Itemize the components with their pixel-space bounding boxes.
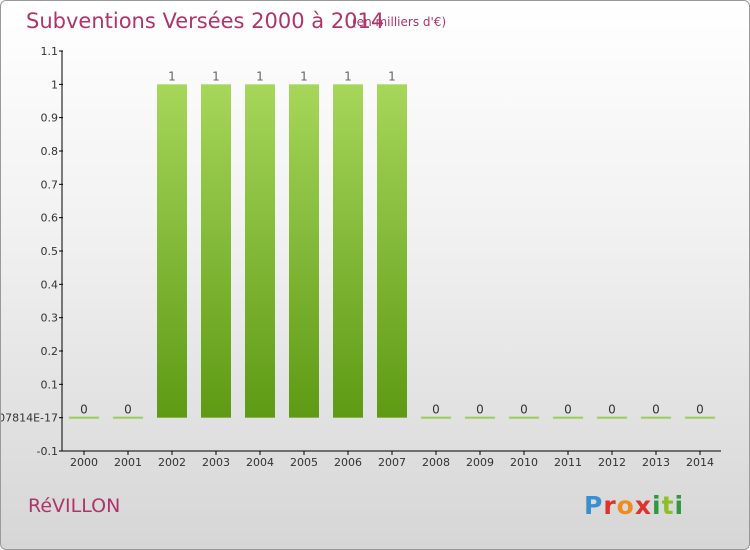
y-tick-label: 0.8 xyxy=(41,145,59,158)
y-tick-label: 0.1 xyxy=(41,378,59,391)
x-tick-label: 2008 xyxy=(422,456,450,469)
data-label: 1 xyxy=(300,69,308,83)
bar xyxy=(377,84,407,418)
chart-title: Subventions Versées 2000 à 2014 xyxy=(26,9,385,33)
x-tick-label: 2006 xyxy=(334,456,362,469)
y-tick-label: 1.1 xyxy=(41,45,59,58)
chart-subtitle: (en milliers d'€) xyxy=(352,15,447,29)
x-tick-label: 2010 xyxy=(510,456,538,469)
bar xyxy=(157,84,187,418)
data-label: 0 xyxy=(696,403,704,417)
y-tick-label: 1.3877787807814E-17 xyxy=(1,412,58,425)
x-tick-label: 2002 xyxy=(158,456,186,469)
data-label: 1 xyxy=(388,69,396,83)
data-label: 0 xyxy=(432,403,440,417)
data-label: 0 xyxy=(476,403,484,417)
x-tick-label: 2004 xyxy=(246,456,274,469)
proxiti-logo: Proxiti xyxy=(584,491,685,520)
x-tick-label: 2001 xyxy=(114,456,142,469)
x-tick-label: 2003 xyxy=(202,456,230,469)
y-tick-label: 0.7 xyxy=(41,178,59,191)
chart-value-labels: 0 0 1 1 1 1 1 1 0 0 0 0 0 0 0 xyxy=(80,69,704,416)
bar xyxy=(509,416,539,419)
bar xyxy=(685,416,715,419)
data-label: 0 xyxy=(124,403,132,417)
chart-bars xyxy=(69,84,715,419)
y-tick-label: 0.9 xyxy=(41,112,59,125)
data-label: 0 xyxy=(564,403,572,417)
x-tick-label: 2005 xyxy=(290,456,318,469)
data-label: 1 xyxy=(344,69,352,83)
data-label: 1 xyxy=(212,69,220,83)
bar xyxy=(245,84,275,418)
data-label: 0 xyxy=(608,403,616,417)
bar xyxy=(113,416,143,419)
bar xyxy=(553,416,583,419)
bar xyxy=(289,84,319,418)
data-label: 0 xyxy=(80,403,88,417)
y-tick-label: 1 xyxy=(51,78,58,91)
bar xyxy=(641,416,671,419)
data-label: 0 xyxy=(652,403,660,417)
x-tick-label: 2014 xyxy=(686,456,714,469)
x-tick-label: 2013 xyxy=(642,456,670,469)
commune-name: RéVILLON xyxy=(28,495,121,517)
y-tick-label: 0.3 xyxy=(41,312,59,325)
x-tick-label: 2011 xyxy=(554,456,582,469)
bar xyxy=(421,416,451,419)
x-tick-label: 2012 xyxy=(598,456,626,469)
x-tick-label: 2009 xyxy=(466,456,494,469)
data-label: 0 xyxy=(520,403,528,417)
bar xyxy=(597,416,627,419)
y-tick-label: 0.6 xyxy=(41,212,59,225)
y-tick-label: 0.5 xyxy=(41,245,59,258)
data-label: 1 xyxy=(168,69,176,83)
y-tick-label: -0.1 xyxy=(37,445,58,458)
bar xyxy=(465,416,495,419)
y-tick-label: 0.4 xyxy=(41,278,59,291)
x-tick-label: 2000 xyxy=(70,456,98,469)
bar xyxy=(201,84,231,418)
x-tick-label: 2007 xyxy=(378,456,406,469)
data-label: 1 xyxy=(256,69,264,83)
chart-axes: -0.1 1.3877787807814E-17 0.1 0.2 0.3 0.4 0.5 0.… xyxy=(1,45,721,469)
bar xyxy=(333,84,363,418)
y-tick-label: 0.2 xyxy=(41,345,59,358)
bar xyxy=(69,416,99,419)
